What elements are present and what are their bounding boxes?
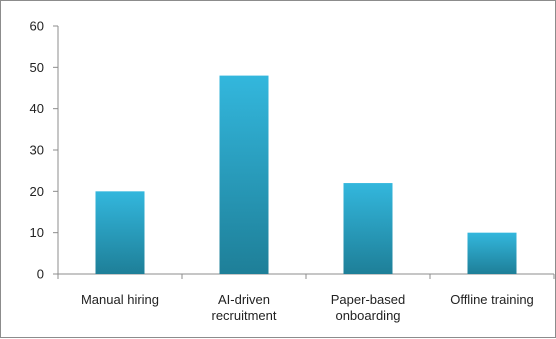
bar [343, 183, 393, 274]
x-category-label: AI-driven recruitment [211, 292, 276, 323]
x-category-label: Manual hiring [81, 292, 159, 307]
bar [467, 232, 517, 274]
x-category-label: Paper-based onboarding [331, 292, 405, 323]
y-tick-label: 40 [30, 101, 44, 116]
labels: 0 10 20 30 40 50 60 Manual hiring AI-driven recru… [30, 19, 534, 324]
bars [95, 75, 517, 274]
bar [219, 75, 269, 274]
y-tick-label: 60 [30, 19, 44, 34]
y-tick-label: 30 [30, 143, 44, 158]
x-category-label: Offline training [450, 292, 534, 307]
y-tick-label: 20 [30, 184, 44, 199]
y-tick-label: 50 [30, 60, 44, 75]
bar [95, 191, 145, 274]
y-tick-label: 0 [37, 267, 44, 282]
y-tick-label: 10 [30, 225, 44, 240]
